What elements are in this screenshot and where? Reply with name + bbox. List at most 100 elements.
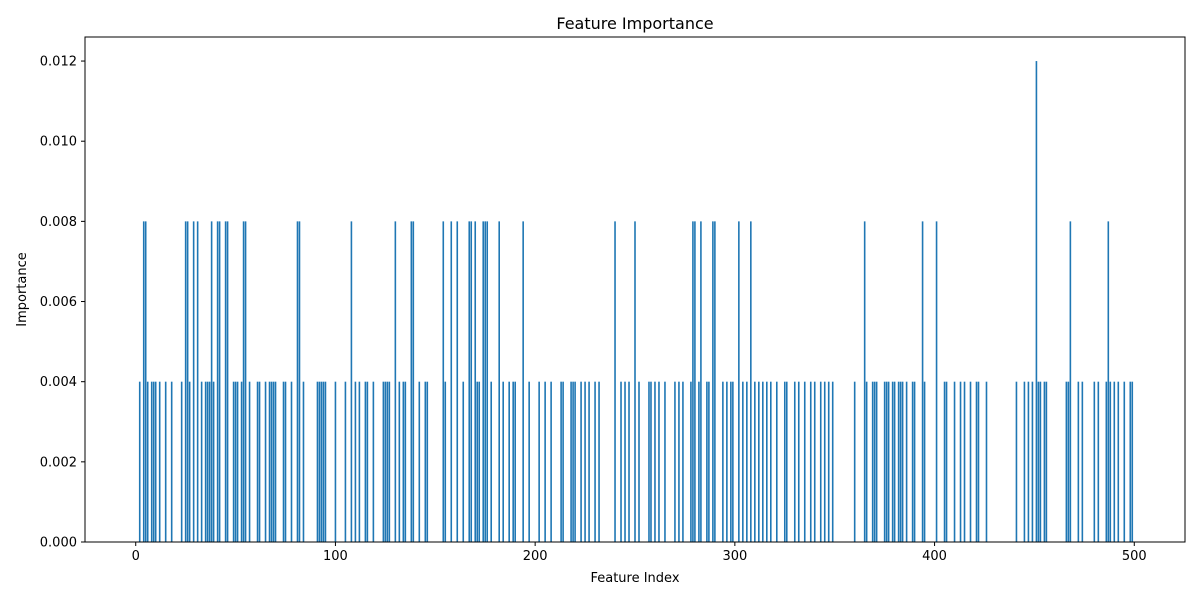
bar-feature-441 <box>1015 381 1018 542</box>
bar-feature-325 <box>783 381 786 542</box>
bar-feature-108 <box>350 221 353 542</box>
bar-feature-384 <box>901 381 904 542</box>
bar-feature-445 <box>1023 381 1026 542</box>
bar-feature-68 <box>270 381 273 542</box>
x-tick-label: 500 <box>1122 549 1147 564</box>
bar-feature-132 <box>398 381 401 542</box>
bar-feature-23 <box>180 381 183 542</box>
bar-feature-82 <box>298 221 301 542</box>
bar-feature-426 <box>985 381 988 542</box>
y-tick-label: 0.008 <box>40 215 77 230</box>
bar-feature-282 <box>698 381 700 542</box>
bar-feature-220 <box>574 381 576 542</box>
bar-feature-84 <box>302 381 305 542</box>
bar-feature-406 <box>945 381 948 542</box>
y-axis-label: Importance <box>15 252 30 327</box>
bar-feature-27 <box>188 381 191 542</box>
bar-feature-280 <box>694 221 696 542</box>
bar-feature-294 <box>722 381 724 542</box>
bar-feature-287 <box>708 381 710 542</box>
bar-feature-490 <box>1113 381 1116 542</box>
bar-feature-265 <box>664 381 666 542</box>
bar-feature-304 <box>742 381 744 542</box>
bar-feature-178 <box>490 381 493 542</box>
bar-feature-214 <box>562 381 564 542</box>
bar-feature-70 <box>274 381 277 542</box>
bar-feature-365 <box>863 221 866 542</box>
bar-feature-395 <box>923 381 926 542</box>
x-tick-label: 200 <box>523 549 548 564</box>
y-tick-label: 0.012 <box>40 55 77 70</box>
bar-feature-154 <box>442 221 445 542</box>
bar-feature-401 <box>935 221 938 542</box>
bar-feature-321 <box>775 381 778 542</box>
bar-feature-18 <box>170 381 173 542</box>
bar-feature-270 <box>674 381 676 542</box>
bar-feature-29 <box>192 221 195 542</box>
bar-feature-225 <box>584 381 586 542</box>
bar-feature-379 <box>891 381 894 542</box>
bar-feature-105 <box>344 381 347 542</box>
bar-feature-223 <box>580 381 582 542</box>
bar-feature-389 <box>911 381 914 542</box>
bar-feature-187 <box>508 381 510 542</box>
bar-feature-38 <box>210 221 213 542</box>
bar-feature-146 <box>426 381 429 542</box>
bar-feature-100 <box>334 381 337 542</box>
y-tick-label: 0.000 <box>40 536 77 551</box>
bar-feature-134 <box>402 381 405 542</box>
bar-feature-382 <box>897 381 900 542</box>
bar-series <box>138 61 1134 543</box>
bar-feature-55 <box>244 221 247 542</box>
bar-feature-418 <box>969 381 972 542</box>
bar-feature-139 <box>412 221 415 542</box>
bar-feature-230 <box>594 381 596 542</box>
bar-feature-488 <box>1109 381 1112 542</box>
bar-feature-330 <box>793 381 796 542</box>
bar-feature-257 <box>648 381 650 542</box>
bar-feature-240 <box>614 221 616 542</box>
bar-feature-69 <box>272 381 275 542</box>
bar-feature-332 <box>797 381 800 542</box>
bar-feature-308 <box>750 221 752 542</box>
plot-frame <box>84 36 1186 543</box>
bar-feature-480 <box>1093 381 1096 542</box>
bar-feature-46 <box>226 221 229 542</box>
bar-feature-326 <box>785 381 788 542</box>
bar-feature-197 <box>528 381 530 542</box>
bar-feature-447 <box>1027 381 1030 542</box>
bar-feature-155 <box>444 381 447 542</box>
bar-feature-175 <box>484 221 487 542</box>
bar-feature-272 <box>678 381 680 542</box>
bar-feature-57 <box>248 381 251 542</box>
bar-feature-302 <box>738 221 740 542</box>
bar-feature-213 <box>560 381 562 542</box>
bar-feature-312 <box>758 381 760 542</box>
bar-feature-343 <box>819 381 822 542</box>
x-tick-label: 300 <box>722 549 747 564</box>
bar-feature-12 <box>158 381 161 542</box>
bar-feature-243 <box>620 381 622 542</box>
bar-feature-81 <box>296 221 299 542</box>
x-tick-label: 100 <box>323 549 348 564</box>
bar-feature-168 <box>470 221 473 542</box>
bar-feature-310 <box>754 381 756 542</box>
bar-feature-116 <box>366 381 369 542</box>
bar-feature-394 <box>921 221 924 542</box>
x-tick-label: 0 <box>132 549 140 564</box>
bar-feature-74 <box>282 381 285 542</box>
bar-feature-245 <box>624 381 626 542</box>
bar-feature-112 <box>358 381 361 542</box>
bar-feature-227 <box>588 381 590 542</box>
bar-feature-15 <box>164 381 167 542</box>
y-tick-label: 0.002 <box>40 455 77 470</box>
bar-feature-455 <box>1043 381 1046 542</box>
bar-feature-375 <box>883 381 886 542</box>
bar-feature-453 <box>1039 381 1042 542</box>
bar-feature-119 <box>372 381 375 542</box>
x-axis-label: Feature Index <box>590 571 679 586</box>
bar-feature-482 <box>1097 381 1100 542</box>
y-tick-label: 0.006 <box>40 295 77 310</box>
